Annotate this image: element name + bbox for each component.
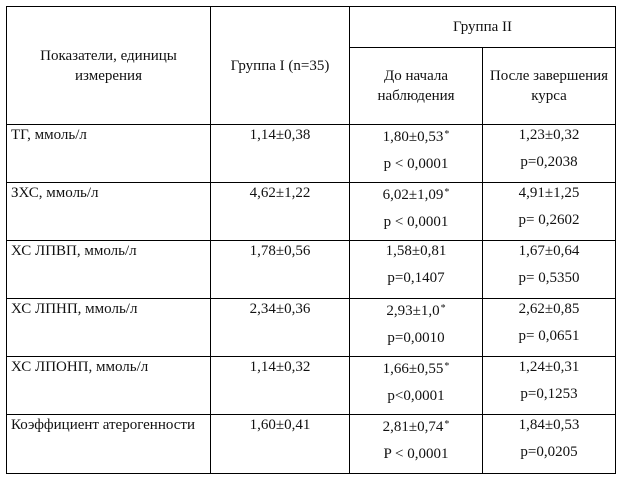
row-indicator: ХС ЛПНП, ммоль/л xyxy=(6,298,211,357)
cell-after: 1,84±0,53 p=0,0205 xyxy=(481,414,617,474)
cell-before: 2,81±0,74* P < 0,0001 xyxy=(349,414,483,474)
after-value: 4,91±1,25 xyxy=(518,185,580,201)
after-p-value: p= 0,2602 xyxy=(518,212,580,228)
group1-value: 1,14±0,38 xyxy=(249,127,311,143)
before-p-value: p=0,0010 xyxy=(387,330,445,346)
after-p-value: p= 0,5350 xyxy=(518,270,580,286)
after-value: 2,62±0,85 xyxy=(518,301,580,317)
group1-value: 1,60±0,41 xyxy=(249,417,311,433)
before-value: 6,02±1,09 xyxy=(382,187,444,203)
before-value: 1,80±0,53 xyxy=(382,129,444,145)
table-row: ЗХС, ммоль/л 4,62±1,22 6,02±1,09* p < 0,000… xyxy=(6,182,617,241)
cell-before: 1,58±0,81 p=0,1407 xyxy=(349,240,483,299)
before-p-value: p<0,0001 xyxy=(387,388,445,404)
cell-group1: 1,60±0,41 xyxy=(210,414,350,474)
table-row: Коэффициент атерогенности 1,60±0,41 2,81±0… xyxy=(6,414,617,474)
header-indicator: Показатели, единицы измерения xyxy=(6,6,211,125)
cell-group1: 1,14±0,32 xyxy=(210,356,350,415)
cell-after: 4,91±1,25 p= 0,2602 xyxy=(481,182,617,241)
header-after: После завершения курса xyxy=(481,47,617,125)
before-value-line: 1,66±0,55* xyxy=(354,357,478,379)
cell-after: 2,62±0,85 p= 0,0651 xyxy=(481,298,617,357)
cell-group1: 1,78±0,56 xyxy=(210,240,350,299)
after-value: 1,67±0,64 xyxy=(518,243,580,259)
before-p-value: p < 0,0001 xyxy=(383,214,449,230)
header-group2: Группа II xyxy=(348,6,617,48)
cell-group1: 4,62±1,22 xyxy=(210,182,350,241)
row-indicator: ЗХС, ммоль/л xyxy=(6,182,211,241)
before-value: 2,93±1,0 xyxy=(386,303,440,319)
after-p-value: p=0,2038 xyxy=(520,154,578,170)
table-row: ХС ЛПНП, ммоль/л 2,34±0,36 2,93±1,0* p=0,00… xyxy=(6,298,617,357)
group1-value: 2,34±0,36 xyxy=(249,301,311,317)
after-value: 1,84±0,53 xyxy=(518,417,580,433)
cell-group1: 2,34±0,36 xyxy=(210,298,350,357)
before-value: 2,81±0,74 xyxy=(382,419,444,435)
row-indicator: ХС ЛПВП, ммоль/л xyxy=(6,240,211,299)
before-p-value: P < 0,0001 xyxy=(383,446,449,462)
table-row: ХС ЛПОНП, ммоль/л 1,14±0,32 1,66±0,55* p<0,… xyxy=(6,356,617,415)
after-value: 1,24±0,31 xyxy=(518,359,580,375)
before-value: 1,66±0,55 xyxy=(382,361,444,377)
table-row: ТГ, ммоль/л 1,14±0,38 1,80±0,53* p < 0,0001… xyxy=(6,124,617,183)
header-group1: Группа I (n=35) xyxy=(210,6,350,125)
cell-after: 1,23±0,32 p=0,2038 xyxy=(481,124,617,183)
before-value-line: 1,80±0,53* xyxy=(354,125,478,147)
before-value: 1,58±0,81 xyxy=(385,243,447,259)
before-p-value: p=0,1407 xyxy=(387,270,445,286)
significance-star: * xyxy=(444,129,450,140)
cell-group1: 1,14±0,38 xyxy=(210,124,350,183)
before-value-line: 2,81±0,74* xyxy=(354,415,478,437)
group1-value: 1,14±0,32 xyxy=(249,359,311,375)
lipid-table: Показатели, единицы измерения Группа I (… xyxy=(6,6,617,474)
significance-star: * xyxy=(440,303,446,314)
header-row-1: Показатели, единицы измерения Группа I (… xyxy=(6,6,617,125)
cell-after: 1,24±0,31 p=0,1253 xyxy=(481,356,617,415)
before-value-line: 1,58±0,81 xyxy=(354,241,478,261)
row-indicator: Коэффициент атерогенности xyxy=(6,414,211,474)
group1-value: 1,78±0,56 xyxy=(249,243,311,259)
cell-before: 6,02±1,09* p < 0,0001 xyxy=(349,182,483,241)
cell-before: 1,80±0,53* p < 0,0001 xyxy=(349,124,483,183)
group1-value: 4,62±1,22 xyxy=(249,185,311,201)
row-indicator: ТГ, ммоль/л xyxy=(6,124,211,183)
significance-star: * xyxy=(444,419,450,430)
cell-before: 1,66±0,55* p<0,0001 xyxy=(349,356,483,415)
cell-before: 2,93±1,0* p=0,0010 xyxy=(349,298,483,357)
cell-after: 1,67±0,64 p= 0,5350 xyxy=(481,240,617,299)
after-value: 1,23±0,32 xyxy=(518,127,580,143)
row-indicator: ХС ЛПОНП, ммоль/л xyxy=(6,356,211,415)
significance-star: * xyxy=(444,361,450,372)
header-row-2: До начала наблюдения После завершения ку… xyxy=(7,47,617,125)
before-value-line: 2,93±1,0* xyxy=(354,299,478,321)
table-body: ТГ, ммоль/л 1,14±0,38 1,80±0,53* p < 0,0001… xyxy=(6,124,617,474)
after-p-value: p=0,0205 xyxy=(520,444,578,460)
before-value-line: 6,02±1,09* xyxy=(354,183,478,205)
table-row: ХС ЛПВП, ммоль/л 1,78±0,56 1,58±0,81 p=0,14… xyxy=(6,240,617,299)
before-p-value: p < 0,0001 xyxy=(383,156,449,172)
after-p-value: p= 0,0651 xyxy=(518,328,580,344)
header-before: До начала наблюдения xyxy=(349,47,483,125)
significance-star: * xyxy=(444,187,450,198)
after-p-value: p=0,1253 xyxy=(520,386,578,402)
